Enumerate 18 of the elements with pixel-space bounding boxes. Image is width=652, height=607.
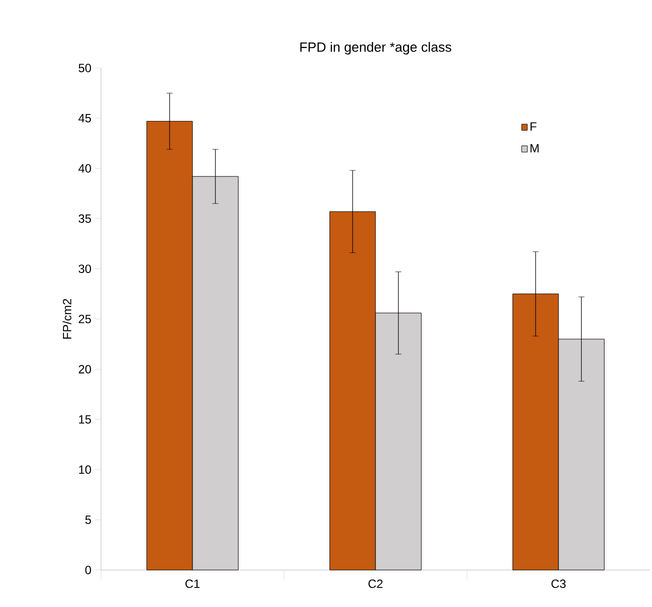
y-tick-label: 40 bbox=[78, 164, 92, 173]
y-tick-label: 15 bbox=[79, 415, 91, 424]
y-tick-label: 35 bbox=[78, 214, 91, 223]
y-tick-label: 50 bbox=[78, 64, 92, 72]
x-tick-label: C1 bbox=[185, 580, 200, 588]
y-tick-label: 5 bbox=[85, 516, 91, 524]
y-tick-label: 25 bbox=[78, 314, 91, 324]
x-tick-label: C3 bbox=[551, 580, 566, 588]
y-axis-title: FP/cm2 bbox=[62, 299, 72, 339]
y-tick-label: 10 bbox=[79, 465, 92, 474]
x-tick-label: C2 bbox=[368, 580, 383, 588]
chart-title: FPD in gender *age class bbox=[300, 42, 452, 55]
y-tick-label: 30 bbox=[78, 264, 92, 274]
legend-label: F bbox=[530, 122, 536, 131]
y-tick-label: 45 bbox=[78, 114, 91, 122]
y-tick-label: 0 bbox=[85, 566, 92, 574]
y-tick-label: 20 bbox=[78, 364, 92, 374]
legend-label: M bbox=[530, 144, 539, 152]
